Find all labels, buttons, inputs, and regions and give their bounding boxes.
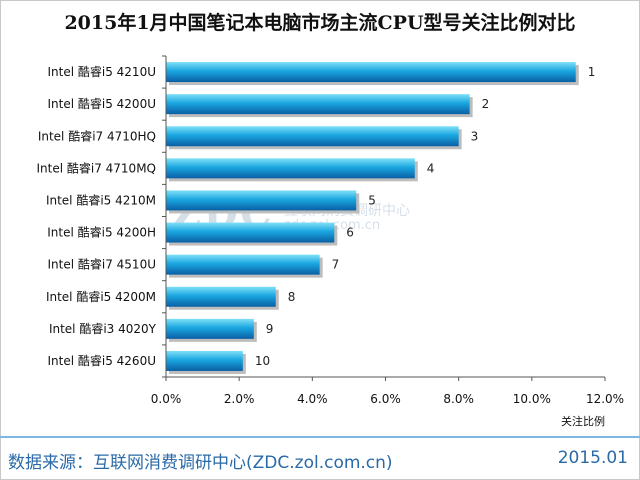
x-tick-label: 6.0%: [370, 392, 401, 406]
x-tick-label: 4.0%: [297, 392, 328, 406]
bar: [166, 286, 276, 307]
data-label: 4: [427, 161, 435, 175]
data-label: 9: [266, 322, 274, 336]
category-label: Intel 酷睿i5 4200H: [47, 225, 156, 240]
data-label: 5: [368, 193, 376, 207]
x-tick-label: 0.0%: [151, 392, 182, 406]
bar: [166, 158, 415, 179]
bar-chart: Intel 酷睿i5 4210U 1 Intel 酷睿i5 4200U 2 Intel …: [36, 55, 624, 428]
chart-title: 2015年1月中国笔记本电脑市场主流CPU型号关注比例对比: [64, 12, 576, 34]
bar: [166, 62, 576, 83]
category-label: Intel 酷睿i5 4210U: [48, 64, 157, 79]
data-label: 3: [471, 129, 479, 143]
category-label: Intel 酷睿i5 4260U: [48, 353, 157, 368]
data-label: 2: [482, 97, 490, 111]
data-label: 8: [288, 290, 296, 304]
x-axis-label: 关注比例: [561, 414, 605, 428]
x-tick-label: 8.0%: [443, 392, 474, 406]
category-label: Intel 酷睿i7 4510U: [48, 257, 157, 272]
bar: [166, 254, 320, 275]
bar-series: [166, 62, 579, 374]
bar: [166, 350, 243, 371]
category-label: Intel 酷睿i5 4200M: [46, 289, 156, 304]
category-label: Intel 酷睿i7 4710MQ: [36, 160, 156, 175]
x-tick-label: 10.0%: [513, 392, 551, 406]
x-tick-label: 2.0%: [224, 392, 255, 406]
category-label: Intel 酷睿i7 4710HQ: [38, 128, 156, 143]
chart-axes: Intel 酷睿i5 4210U 1 Intel 酷睿i5 4200U 2 Intel …: [36, 55, 624, 428]
category-label: Intel 酷睿i3 4020Y: [49, 321, 157, 336]
data-label: 1: [588, 65, 596, 79]
data-label: 6: [346, 226, 354, 240]
bar: [166, 222, 335, 243]
bar: [166, 94, 470, 115]
footer-divider: [0, 436, 640, 438]
data-label: 7: [332, 258, 340, 272]
category-label: Intel 酷睿i5 4200U: [48, 96, 157, 111]
data-source-note: 数据来源：互联网消费调研中心(ZDC.zol.com.cn): [8, 453, 393, 473]
x-tick-label: 12.0%: [586, 392, 624, 406]
bar: [166, 190, 357, 211]
category-label: Intel 酷睿i5 4210M: [46, 192, 156, 207]
bar: [166, 318, 254, 339]
report-date: 2015.01: [557, 448, 628, 468]
data-label: 10: [255, 354, 270, 368]
bar: [166, 126, 459, 147]
